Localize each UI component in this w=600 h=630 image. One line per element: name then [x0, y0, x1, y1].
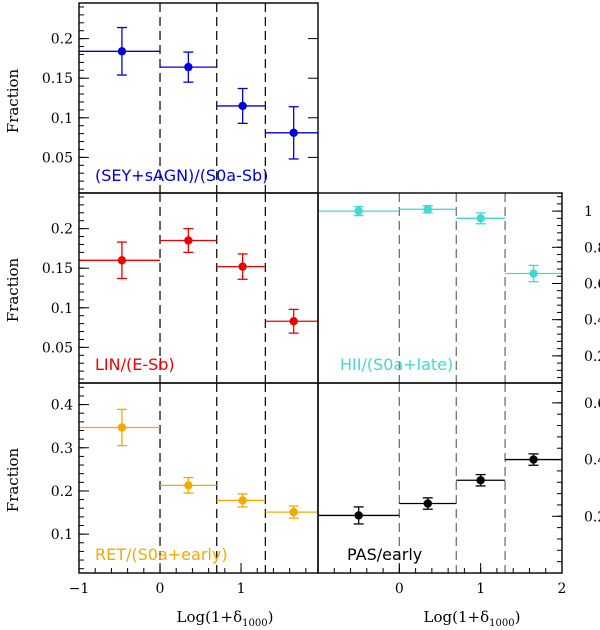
- y-tick-label: 0.2: [51, 484, 73, 500]
- data-point: [289, 317, 298, 326]
- xlabel-left-main: Log(1+δ: [177, 608, 243, 626]
- panel-top-left: 0.05 0.1 0.15 0.2 (SEY+sAGN)/(S0a-Sb): [42, 3, 318, 193]
- panel-label: PAS/early: [347, 545, 422, 564]
- y-tick-label: 0.1: [51, 111, 73, 127]
- data-point: [529, 269, 538, 278]
- panel-label: HII/(S0a+late): [340, 355, 453, 374]
- x-tick-label: 1: [476, 581, 485, 597]
- frames-group: [78, 2, 563, 574]
- y-tick-label: 0.4: [51, 398, 73, 414]
- data-point: [184, 481, 193, 490]
- data-point: [529, 455, 538, 464]
- panel-label: LIN/(E-Sb): [95, 355, 175, 374]
- panels-group: 0.05 0.1 0.15 0.2 (SEY+sAGN)/(S0a-Sb) 0.05 0.1…: [42, 3, 600, 597]
- y-tick-label: 0.6: [584, 276, 600, 292]
- x-tick-label: −1: [69, 581, 90, 597]
- y-tick-label: 0.05: [42, 340, 73, 356]
- y-tick-label: 0.15: [42, 71, 73, 87]
- xlabel-left-sub: 1000: [242, 618, 267, 629]
- data-point: [423, 205, 432, 214]
- y-tick-label: 0.2: [51, 32, 73, 48]
- y-tick-label: 0.2: [584, 349, 600, 365]
- data-point: [238, 101, 247, 111]
- data-point: [184, 62, 193, 72]
- y-tick-label: 0.2: [51, 222, 73, 238]
- xlabel-right: Log(1+δ1000): [424, 608, 521, 629]
- xlabel-right-main: Log(1+δ: [424, 608, 490, 626]
- y-tick-label: 0.8: [584, 240, 600, 256]
- panel-label: RET/(S0a+early): [95, 545, 228, 564]
- data-point: [238, 262, 247, 271]
- y-tick-label: 0.05: [42, 150, 73, 166]
- x-tick-label: 0: [156, 581, 165, 597]
- x-tick-label: 2: [558, 581, 567, 597]
- data-point: [184, 236, 193, 245]
- xlabel-left-close: ): [268, 608, 274, 626]
- xlabel-right-close: ): [515, 608, 521, 626]
- xlabel-left: Log(1+δ1000): [177, 608, 274, 629]
- y-tick-label: 0.2: [584, 509, 600, 525]
- y-tick-label: 0.6: [584, 396, 600, 412]
- x-tick-label: 1: [237, 581, 246, 597]
- xlabel-right-sub: 1000: [489, 618, 514, 629]
- data-point: [476, 214, 485, 223]
- x-tick-label: 0: [395, 581, 404, 597]
- data-point: [117, 423, 127, 432]
- data-point: [354, 511, 363, 520]
- panel-middle-left: 0.05 0.1 0.15 0.2 LIN/(E-Sb): [42, 193, 318, 383]
- y-tick-label: 0.4: [584, 313, 600, 329]
- data-point: [238, 496, 247, 505]
- ylabel-middle: Fraction: [4, 257, 22, 322]
- panel-bottom-right: 0.2 0.4 0.6 0 1 2 PAS/early: [317, 383, 600, 597]
- panel-frame-top-left: [78, 2, 319, 194]
- panel-bottom-left: 0.1 0.2 0.3 0.4 −1 0 1 RET/(S0a+early): [51, 383, 318, 597]
- y-tick-label: 0.3: [51, 441, 73, 457]
- y-tick-label: 0.4: [584, 453, 600, 469]
- y-tick-label: 1: [584, 204, 593, 220]
- panel-middle-right: 0.2 0.4 0.6 0.8 1 HII/(S0a+late): [318, 193, 600, 383]
- ylabel-top: Fraction: [4, 68, 22, 133]
- data-point: [289, 128, 298, 138]
- data-point: [117, 256, 127, 265]
- ylabel-bottom: Fraction: [4, 447, 22, 512]
- data-point: [354, 206, 363, 216]
- data-point: [289, 507, 298, 517]
- data-point: [476, 476, 485, 485]
- data-point: [423, 499, 432, 508]
- y-tick-label: 0.1: [51, 301, 73, 317]
- data-point: [117, 47, 127, 56]
- y-tick-label: 0.15: [42, 261, 73, 277]
- y-tick-label: 0.1: [51, 527, 73, 543]
- panel-frame-bottom-right: [317, 382, 563, 574]
- panel-label: (SEY+sAGN)/(S0a-Sb): [95, 166, 268, 185]
